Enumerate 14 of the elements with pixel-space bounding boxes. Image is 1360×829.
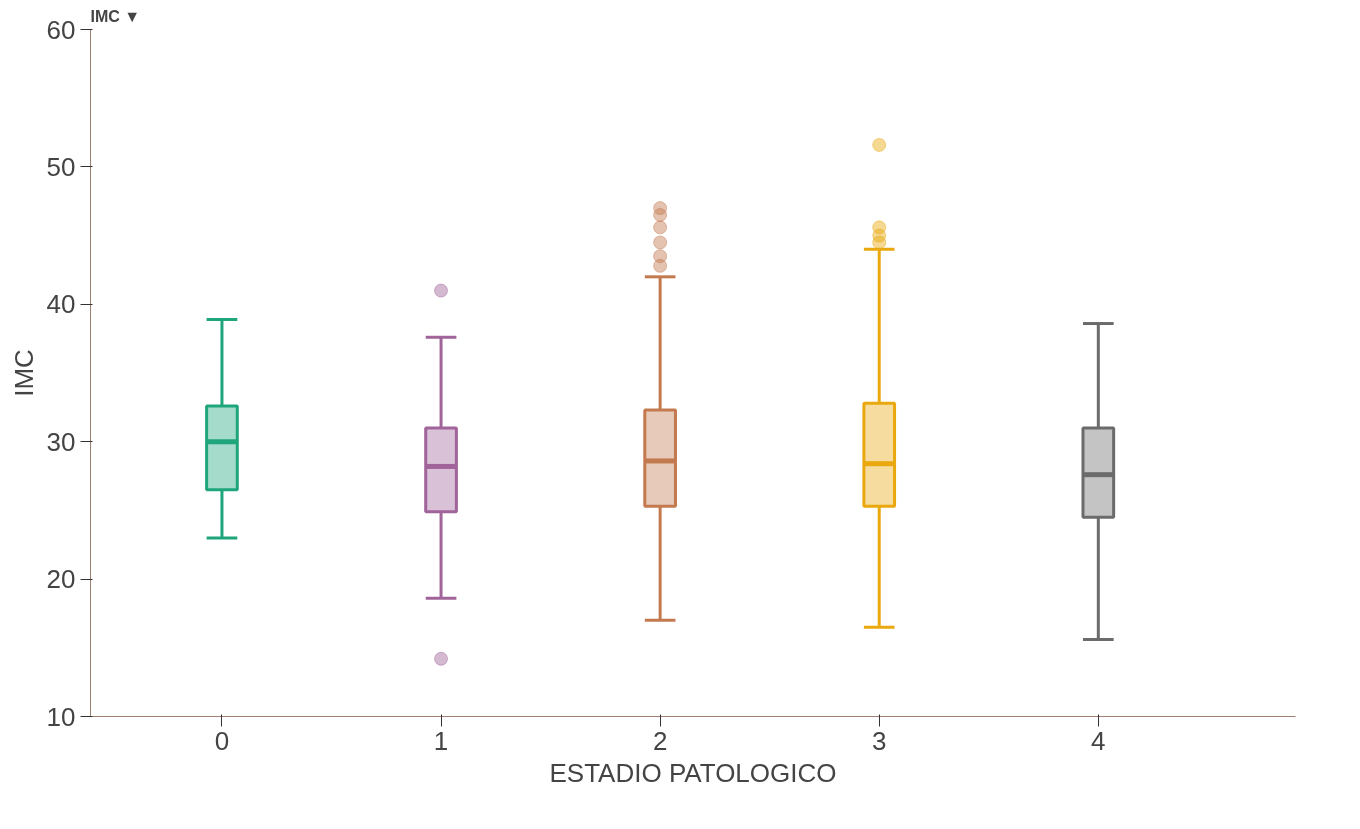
y-tick-label: 30	[46, 426, 76, 457]
y-tick-label: 10	[46, 701, 76, 732]
y-tick-label: 20	[46, 564, 76, 595]
x-tick-label: 2	[652, 725, 668, 756]
y-tick-label: 60	[46, 14, 76, 45]
chart-title: IMC ▼	[90, 7, 141, 25]
y-tick-label: 50	[46, 151, 76, 182]
x-tick-label: 4	[1091, 725, 1106, 756]
y-axis-title: IMC	[8, 349, 39, 397]
x-tick-label: 3	[872, 725, 887, 756]
x-axis-title: ESTADIO PATOLOGICO	[549, 757, 837, 788]
x-tick-label: 1	[433, 725, 449, 756]
x-tick-label: 0	[214, 725, 230, 756]
y-tick-label: 40	[46, 289, 76, 320]
